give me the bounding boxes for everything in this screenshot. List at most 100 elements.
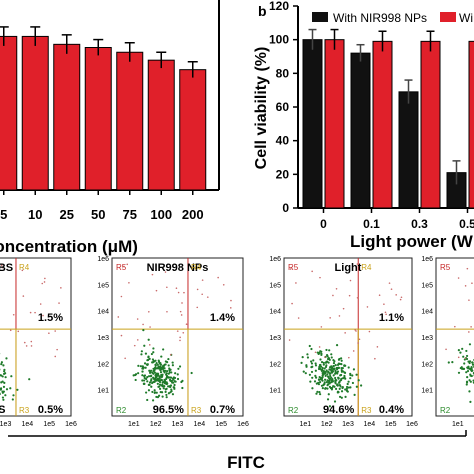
flow-y-tick-label: 1e1 [269, 388, 281, 395]
flow-event-dot [0, 264, 3, 267]
flow-x-tick-label: 1e5 [385, 421, 397, 428]
flow-event-dot [151, 390, 154, 394]
flow-event-dot [464, 357, 467, 359]
flow-event-dot [465, 354, 469, 358]
flow-event-dot [342, 377, 345, 380]
panel-a-bar [116, 51, 144, 191]
flow-event-dot [328, 372, 332, 375]
flow-event-dot [3, 381, 6, 384]
flow-event-dot [348, 294, 351, 297]
flow-event-dot [155, 391, 158, 394]
flow-event-dot [468, 390, 471, 393]
flow-event-dot [162, 380, 165, 384]
flow-event-dot [25, 345, 28, 347]
flow-event-dot [155, 289, 158, 292]
flow-event-dot [334, 364, 337, 367]
flow-event-dot [133, 344, 136, 347]
flow-event-dot [333, 400, 337, 403]
flow-event-dot [338, 387, 341, 390]
flow-event-dot [128, 282, 130, 284]
flow-event-dot [326, 384, 329, 387]
flow-event-dot [341, 386, 344, 390]
flow-event-dot [356, 296, 359, 299]
flow-plot: NIR998 NPs R5 R4 R2 R3 1.4% 96.5% 0.7% 1e1 1e2 1e3… [97, 256, 249, 428]
flow-event-dot [179, 310, 182, 313]
panel-b-y-tick-label: 60 [276, 100, 290, 114]
flow-event-dot [457, 371, 461, 374]
flow-event-dot [297, 317, 300, 319]
flow-event-dot [160, 378, 163, 381]
quadrant-percent-r4: 1.4% [210, 312, 235, 324]
flow-event-dot [337, 362, 340, 365]
flow-event-dot [314, 376, 318, 379]
flow-event-dot [326, 355, 329, 358]
flow-event-dot [23, 341, 26, 344]
flow-event-dot [319, 350, 322, 353]
flow-event-dot [316, 390, 319, 393]
flow-event-dot [229, 307, 232, 309]
flow-event-dot [17, 330, 20, 333]
flow-event-dot [9, 387, 12, 390]
flow-event-dot [326, 379, 329, 382]
panel-a-bar [147, 59, 175, 191]
legend-swatch-with-nps [312, 12, 328, 22]
flow-x-tick-label: 1e3 [342, 421, 354, 428]
flow-event-dot [150, 374, 153, 377]
flow-event-dot [468, 343, 472, 346]
quadrant-percent-r2: 96.5% [153, 404, 184, 416]
flow-event-dot [155, 367, 158, 370]
flow-event-dot [326, 398, 330, 401]
flow-event-dot [457, 356, 460, 359]
flow-event-dot [162, 387, 165, 390]
flow-event-dot [342, 307, 345, 310]
flow-event-dot [327, 370, 330, 373]
flow-event-dot [328, 368, 331, 371]
flow-event-dot [34, 311, 36, 314]
flow-event-dot [160, 355, 163, 358]
flow-event-dot [383, 303, 385, 305]
flow-event-dot [347, 380, 350, 383]
flow-events [445, 267, 474, 403]
flow-plot-frame [283, 257, 413, 417]
flow-event-dot [349, 373, 352, 377]
flow-event-dot [340, 396, 343, 399]
quadrant-label-r4: R4 [19, 263, 30, 272]
flow-event-dot [0, 393, 1, 396]
flow-event-dot [323, 367, 326, 370]
flow-event-dot [42, 314, 44, 317]
flow-event-dot [166, 310, 168, 313]
flow-event-dot [467, 360, 470, 363]
panel-b-bar [324, 39, 345, 209]
flow-event-dot [310, 370, 314, 374]
flow-event-dot [302, 370, 305, 373]
flow-event-dot [318, 390, 321, 394]
panel-b-y-tick-label: 100 [269, 33, 289, 47]
flow-event-dot [0, 407, 2, 411]
flow-event-dot [327, 357, 331, 360]
flow-event-dot [152, 376, 155, 379]
flow-event-dot [329, 386, 332, 390]
flow-event-dot [167, 364, 170, 367]
flow-event-dot [314, 369, 317, 372]
flow-event-dot [459, 351, 462, 354]
flow-event-dot [217, 276, 219, 279]
flow-event-dot [0, 363, 3, 366]
flow-events [0, 264, 62, 411]
flow-event-dot [5, 388, 9, 391]
flow-x-tick-label: 1e4 [21, 421, 33, 428]
flow-event-dot [289, 268, 292, 270]
flow-event-dot [137, 372, 140, 375]
panel-a-bar [53, 43, 81, 191]
flow-event-dot [344, 377, 347, 380]
flow-event-dot [170, 388, 173, 391]
flow-event-dot [143, 374, 147, 377]
flow-event-dot [137, 364, 140, 367]
flow-event-dot [150, 385, 153, 388]
flow-event-dot [163, 363, 166, 366]
flow-event-dot [318, 346, 321, 348]
flow-event-dot [323, 371, 326, 374]
flow-event-dot [311, 270, 313, 273]
quadrant-percent-r3: 0.7% [210, 404, 235, 416]
flow-event-dot [310, 362, 314, 365]
